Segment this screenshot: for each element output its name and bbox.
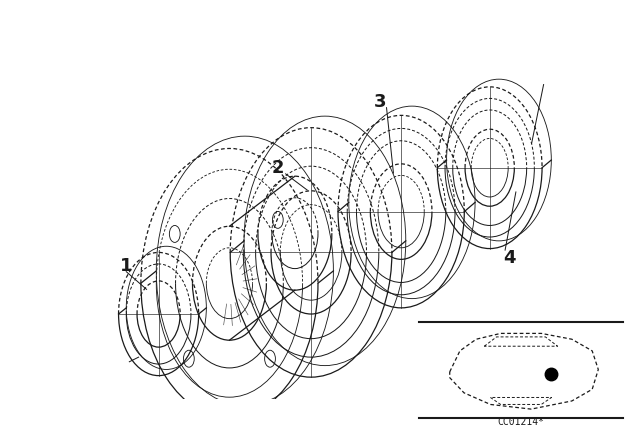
- Text: 1: 1: [120, 257, 132, 275]
- Text: 2: 2: [272, 159, 284, 177]
- Text: 4: 4: [502, 249, 515, 267]
- Text: 3: 3: [374, 92, 387, 111]
- Text: CC01214*: CC01214*: [497, 417, 545, 426]
